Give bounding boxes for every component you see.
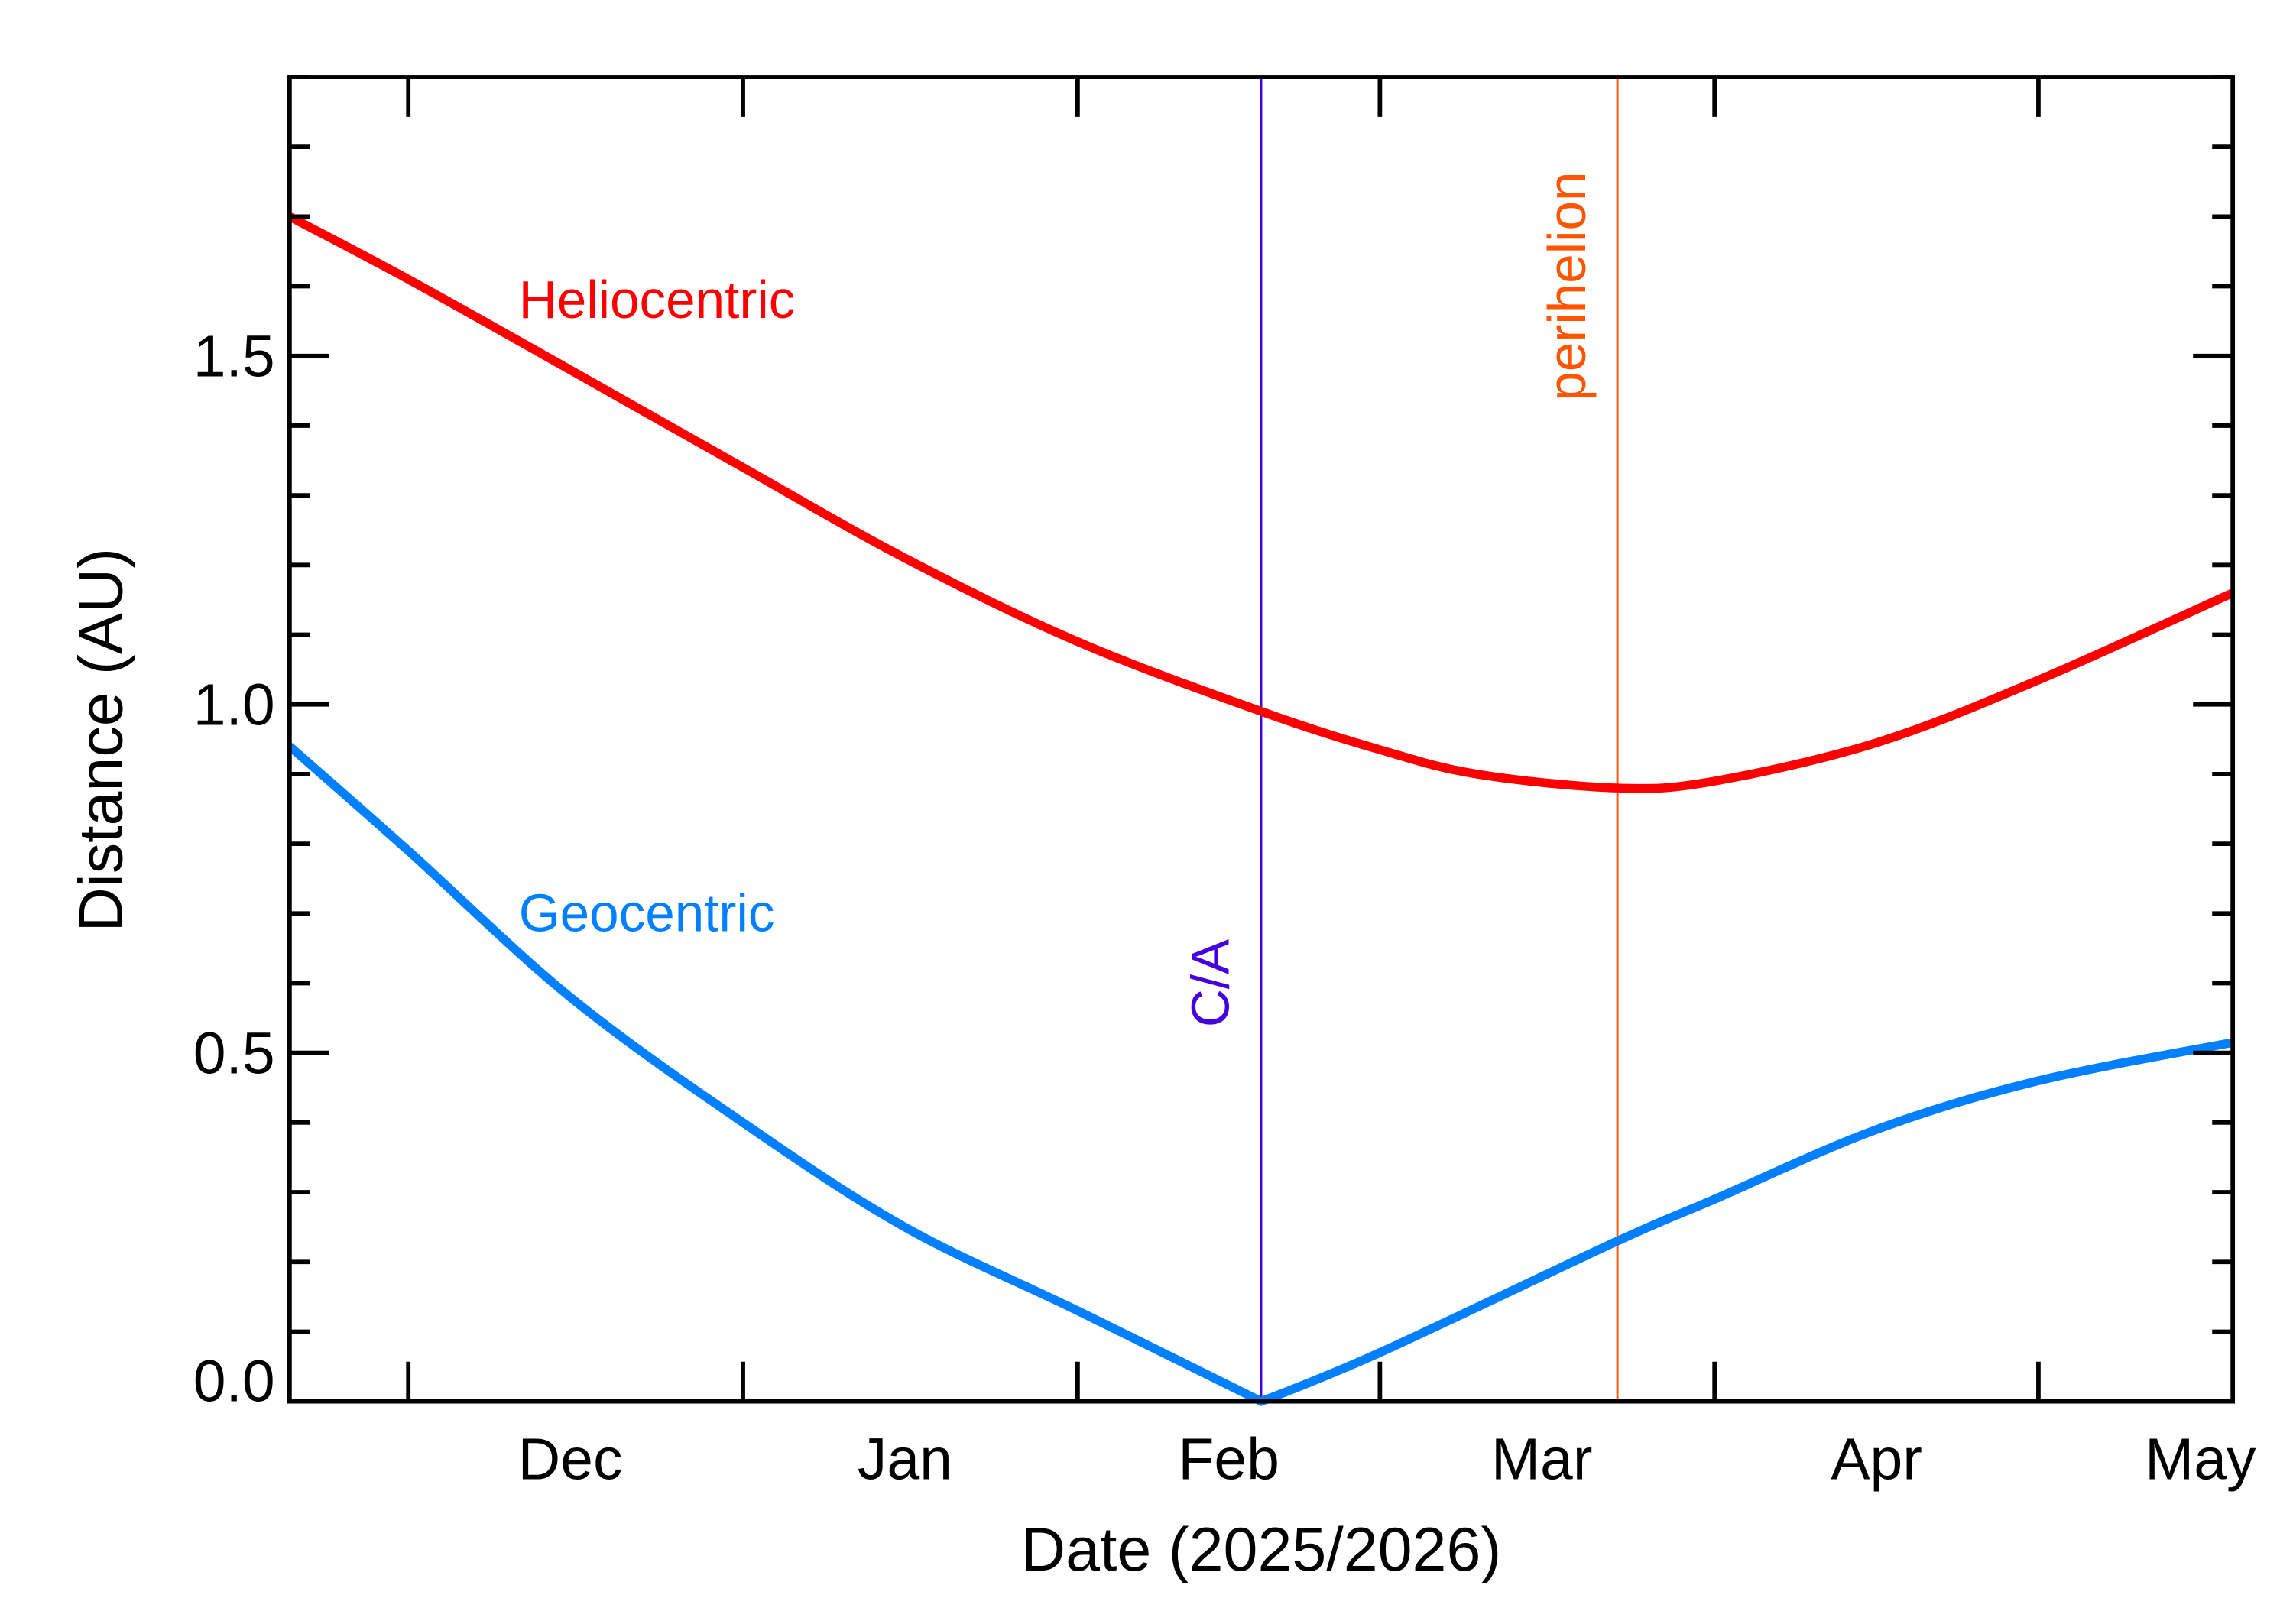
x-tick-label: Jan: [858, 1427, 952, 1493]
x-axis-label: Date (2025/2026): [1021, 1515, 1502, 1584]
x-tick-label: Dec: [518, 1427, 623, 1493]
annotation-label: C/A: [1181, 938, 1241, 1027]
y-tick-label: 1.0: [193, 673, 275, 738]
y-axis-label: Distance (AU): [67, 548, 136, 932]
plot-frame: [287, 75, 2236, 1404]
y-tick-label: 1.5: [193, 324, 275, 390]
annotation-label: perihelion: [1537, 171, 1597, 400]
x-tick-label: Feb: [1178, 1427, 1279, 1493]
y-tick-label: 0.0: [193, 1349, 275, 1415]
y-tick-label: 0.5: [193, 1021, 275, 1087]
series-label-geocentric: Geocentric: [519, 883, 775, 942]
series-line-heliocentric: [287, 212, 2235, 793]
x-tick-label: Apr: [1831, 1427, 1922, 1493]
series-label-heliocentric: Heliocentric: [519, 270, 796, 329]
x-tick-label: Mar: [1491, 1427, 1592, 1493]
x-tick-label: May: [2145, 1427, 2256, 1493]
